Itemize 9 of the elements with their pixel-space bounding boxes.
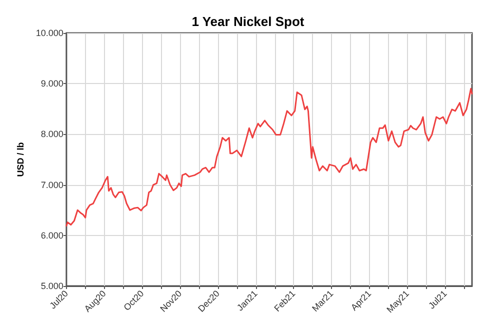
y-tick-label: 9.000 — [40, 78, 64, 89]
y-tick-label: 5.000 — [40, 281, 64, 291]
y-tick-label: 6.000 — [40, 230, 64, 240]
y-tick-label: 10.000 — [36, 28, 64, 38]
chart-title: 1 Year Nickel Spot — [192, 14, 305, 29]
line-series — [66, 88, 473, 227]
y-tick-label: 8.000 — [40, 129, 64, 140]
y-tick-label: 7.000 — [40, 180, 64, 190]
y-axis-title: USD / lb — [16, 142, 26, 177]
